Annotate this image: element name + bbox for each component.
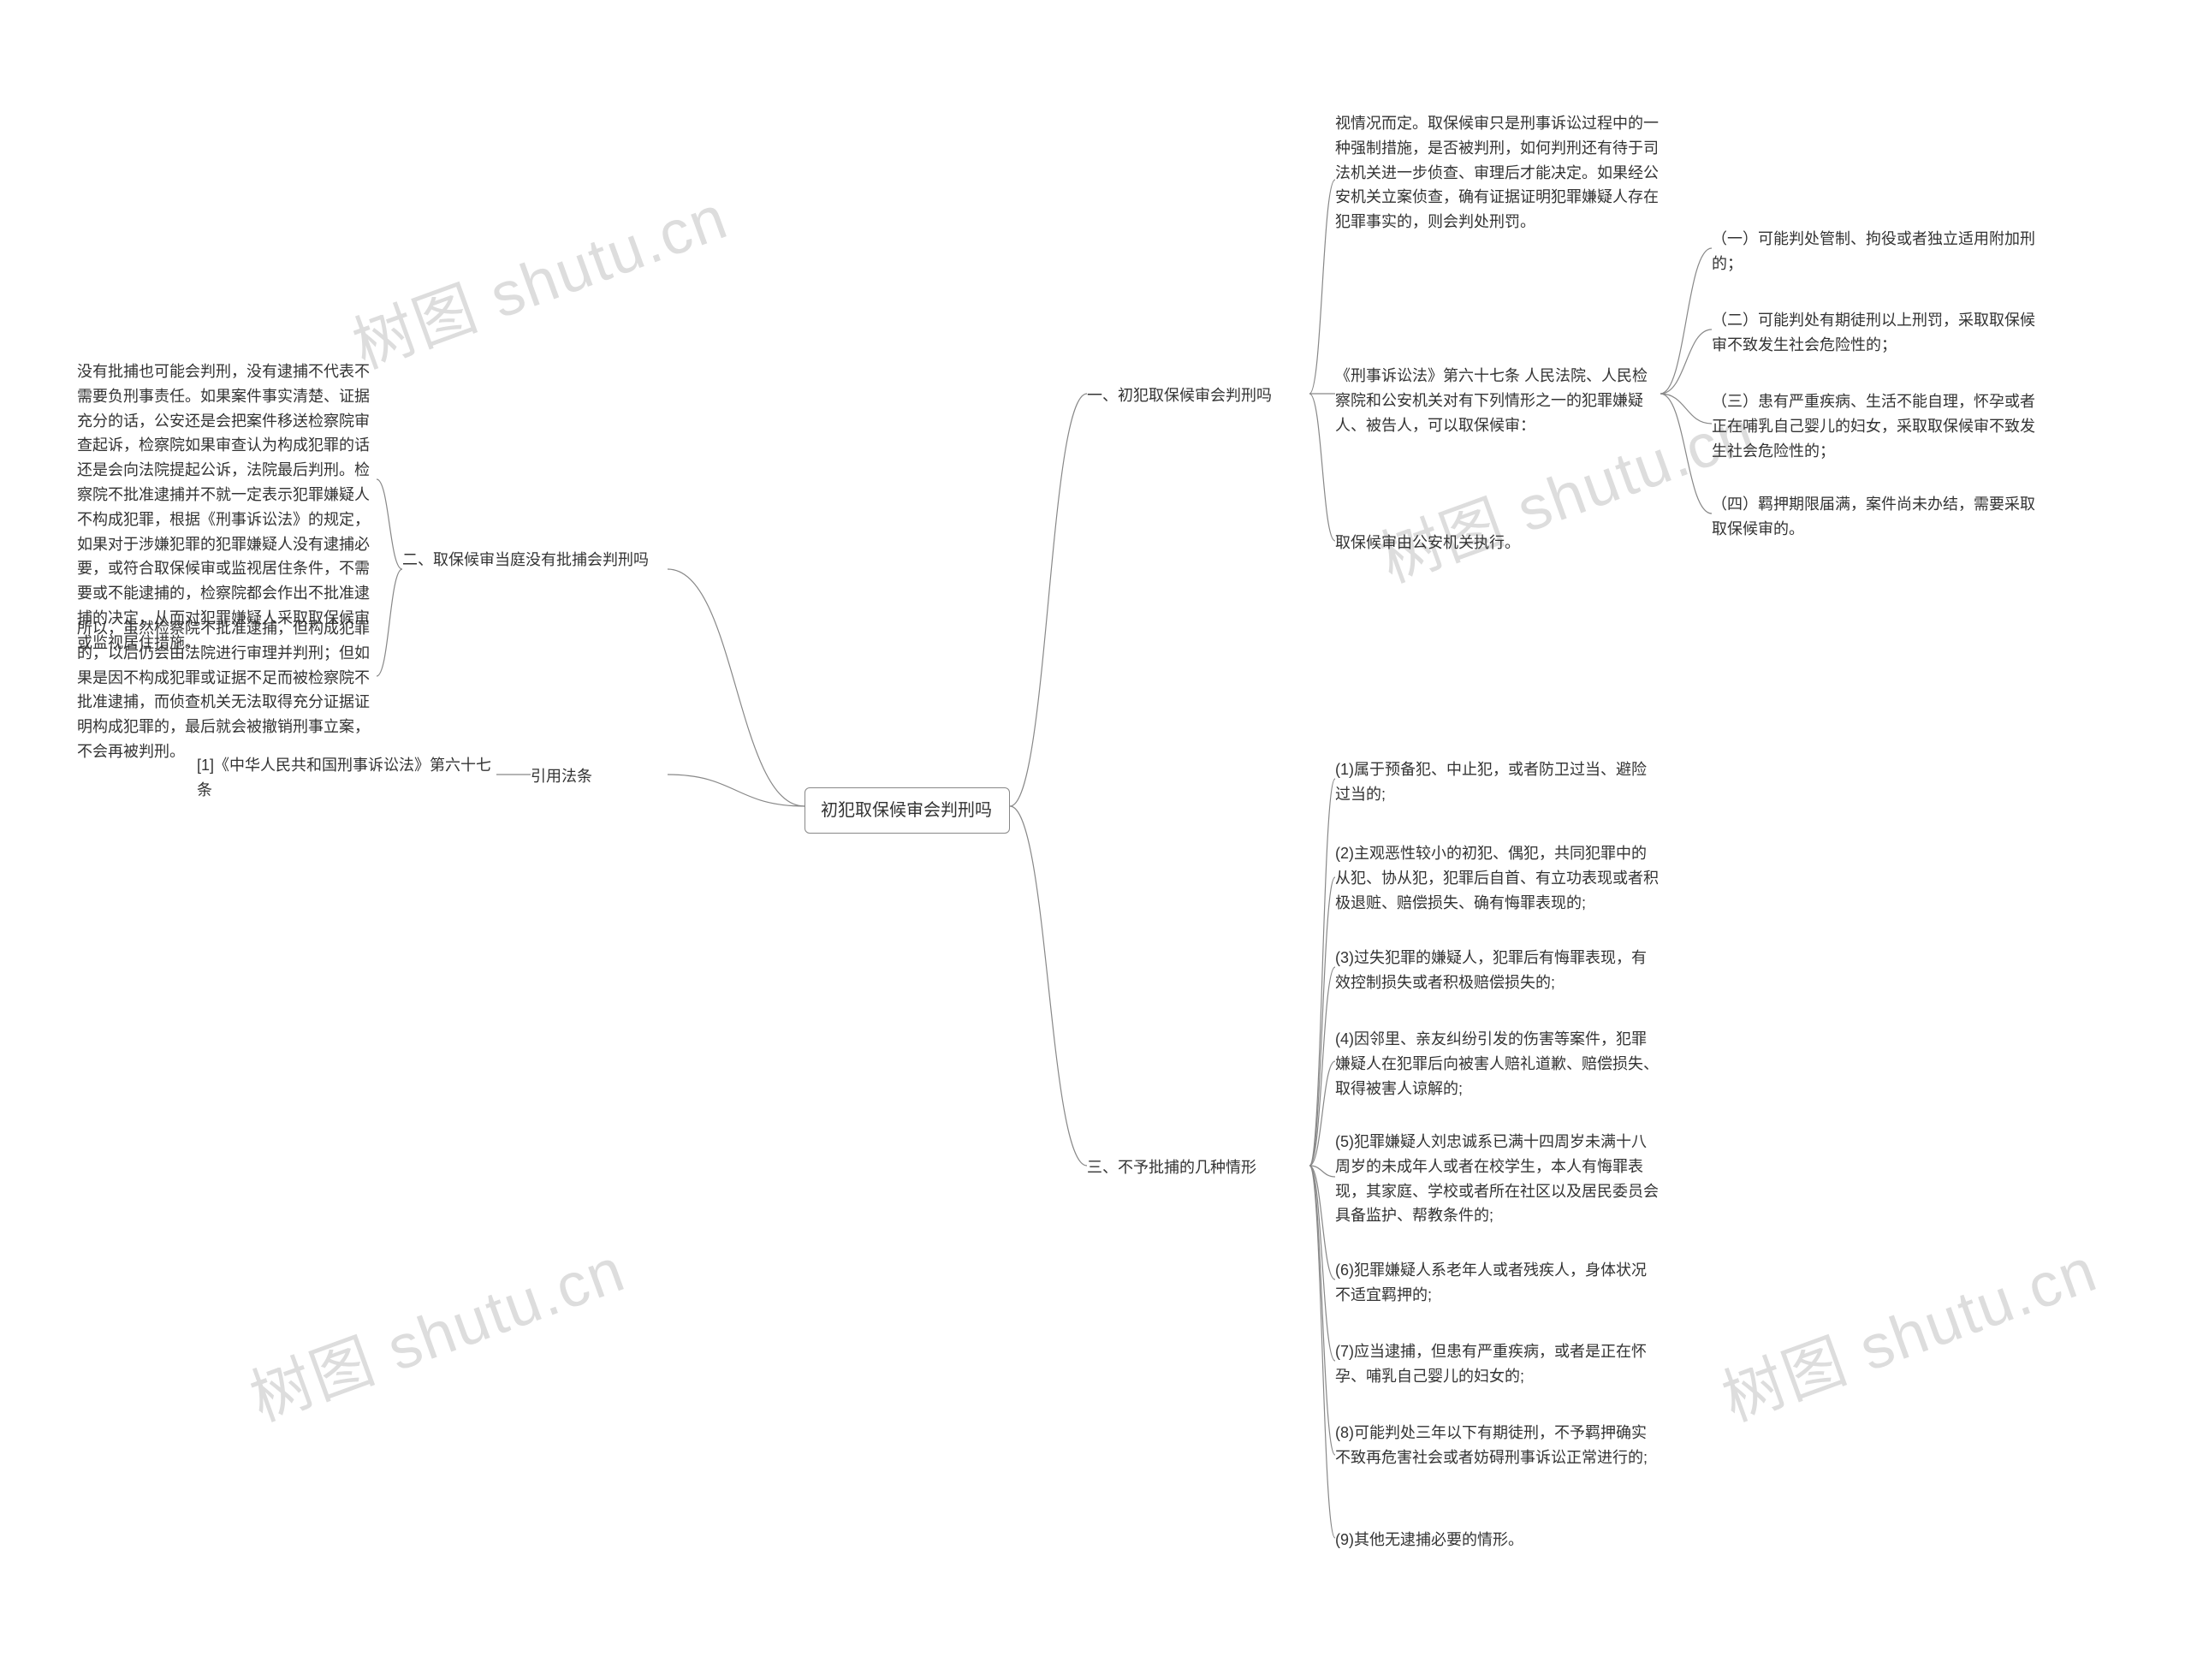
branch-3-child: (4)因邻里、亲友纠纷引发的伤害等案件，犯罪嫌疑人在犯罪后向被害人赔礼道歉、赔偿…	[1335, 1027, 1660, 1101]
watermark: 树图 shutu.cn	[1708, 1220, 2107, 1438]
branch-4: 引用法条	[531, 764, 668, 789]
branch-1-grandchild: （三）患有严重疾病、生活不能自理，怀孕或者正在哺乳自己婴儿的妇女，采取取保候审不…	[1712, 389, 2037, 463]
branch-1-grandchild: （一）可能判处管制、拘役或者独立适用附加刑的；	[1712, 227, 2037, 276]
branch-1-grandchild: （四）羁押期限届满，案件尚未办结，需要采取取保候审的。	[1712, 492, 2037, 542]
branch-1-child: 取保候审由公安机关执行。	[1335, 531, 1660, 555]
watermark: 树图 shutu.cn	[236, 1220, 635, 1438]
branch-2: 二、取保候审当庭没有批捕会判刑吗	[402, 548, 668, 573]
branch-4-child: [1]《中华人民共和国刑事诉讼法》第六十七条	[197, 753, 496, 803]
branch-1-grandchild: （二）可能判处有期徒刑以上刑罚，采取取保候审不致发生社会危险性的；	[1712, 308, 2037, 358]
branch-1: 一、初犯取保候审会判刑吗	[1087, 383, 1309, 408]
branch-3-child: (3)过失犯罪的嫌疑人，犯罪后有悔罪表现，有效控制损失或者积极赔偿损失的;	[1335, 946, 1660, 995]
branch-3: 三、不予批捕的几种情形	[1087, 1155, 1309, 1180]
branch-2-child: 没有批捕也可能会判刑，没有逮捕不代表不需要负刑事责任。如果案件事实清楚、证据充分…	[77, 359, 377, 656]
branch-1-child: 视情况而定。取保候审只是刑事诉讼过程中的一种强制措施，是否被判刑，如何判刑还有待…	[1335, 111, 1660, 234]
branch-1-child: 《刑事诉讼法》第六十七条 人民法院、人民检察院和公安机关对有下列情形之一的犯罪嫌…	[1335, 364, 1660, 437]
branch-3-child: (5)犯罪嫌疑人刘忠诚系已满十四周岁未满十八周岁的未成年人或者在校学生，本人有悔…	[1335, 1130, 1660, 1228]
branch-3-child: (6)犯罪嫌疑人系老年人或者残疾人，身体状况不适宜羁押的;	[1335, 1258, 1660, 1308]
branch-3-child: (7)应当逮捕，但患有严重疾病，或者是正在怀孕、哺乳自己婴儿的妇女的;	[1335, 1339, 1660, 1389]
watermark: 树图 shutu.cn	[339, 167, 738, 385]
branch-2-child: 所以，虽然检察院不批准逮捕，但构成犯罪的，以后仍会由法院进行审理并判刑；但如果是…	[77, 616, 377, 764]
branch-3-child: (9)其他无逮捕必要的情形。	[1335, 1528, 1660, 1552]
root-node: 初犯取保候审会判刑吗	[805, 787, 1010, 834]
branch-3-child: (1)属于预备犯、中止犯，或者防卫过当、避险过当的;	[1335, 757, 1660, 807]
branch-3-child: (8)可能判处三年以下有期徒刑，不予羁押确实不致再危害社会或者妨碍刑事诉讼正常进…	[1335, 1421, 1660, 1470]
branch-3-child: (2)主观恶性较小的初犯、偶犯，共同犯罪中的从犯、协从犯，犯罪后自首、有立功表现…	[1335, 841, 1660, 915]
